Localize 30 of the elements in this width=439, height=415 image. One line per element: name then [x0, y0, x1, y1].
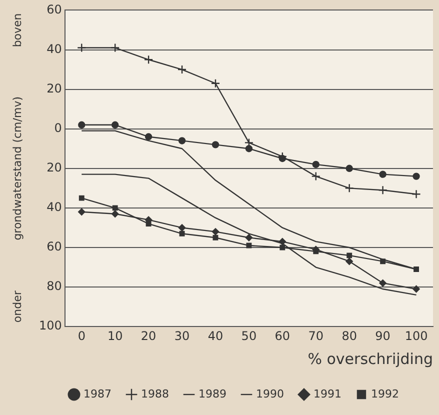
x-tick-label: 0 — [78, 328, 86, 343]
y-tick-label: 20 — [46, 160, 62, 175]
text: boven — [10, 13, 24, 48]
x-tick-label: 80 — [342, 328, 357, 343]
legend-label: 1992 — [370, 387, 399, 400]
x-tick-label: 10 — [107, 328, 123, 343]
y-tick-label: 100 — [39, 318, 62, 333]
legend-label: 1991 — [313, 387, 342, 400]
y-tick-label: 40 — [46, 42, 62, 56]
y-tick-label: 60 — [46, 240, 62, 254]
y-tick-label: 80 — [46, 279, 62, 294]
legend-label: 1987 — [84, 387, 112, 400]
legend-label: 1989 — [198, 387, 227, 400]
x-tick-label: 100 — [404, 328, 428, 343]
legend-label: 1988 — [141, 387, 170, 400]
x-tick-label: 40 — [208, 328, 224, 343]
x-tick-label: 20 — [140, 328, 156, 343]
x-axis-title: % overschrijding — [308, 350, 433, 368]
y-tick-label: 20 — [46, 81, 62, 96]
y-tick-label: 0 — [54, 120, 62, 135]
x-tick-label: 30 — [174, 328, 190, 343]
y-tick-label: 40 — [46, 200, 62, 214]
x-tick-label: 70 — [308, 328, 324, 343]
x-tick-label: 90 — [375, 328, 390, 343]
y-axis-title: grondwaterstand (cm/mv) — [10, 96, 24, 240]
x-tick-label: 60 — [274, 328, 290, 343]
text: onder — [10, 290, 24, 323]
x-tick-label: 50 — [241, 328, 257, 343]
y-tick-label: 60 — [46, 2, 62, 16]
legend-label: 1990 — [256, 387, 284, 400]
